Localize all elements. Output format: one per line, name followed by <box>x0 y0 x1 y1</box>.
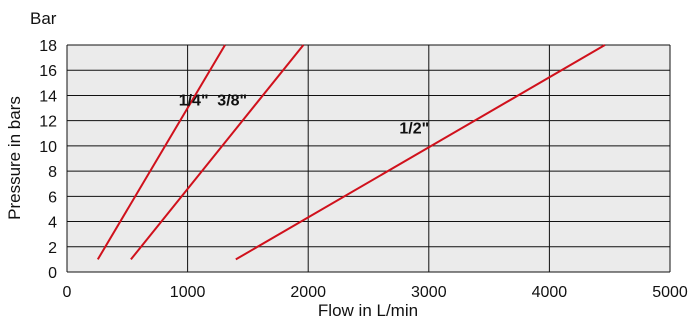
y-tick-label: 16 <box>39 63 57 80</box>
series-line-2 <box>130 44 305 261</box>
y-tick-label: 10 <box>39 139 57 156</box>
y-tick-label: 4 <box>48 215 57 232</box>
x-tick-label: 4000 <box>532 284 568 301</box>
x-tick-label: 2000 <box>290 284 326 301</box>
x-axis-title: Flow in L/min <box>318 301 418 320</box>
y-unit-label: Bar <box>30 9 57 28</box>
x-tick-label: 1000 <box>170 284 206 301</box>
y-tick-label: 14 <box>39 88 57 105</box>
plot-background <box>67 45 670 272</box>
y-tick-label: 18 <box>39 38 57 55</box>
y-tick-label: 12 <box>39 114 57 131</box>
series-label-3: 1/2" <box>399 120 429 137</box>
ticks-layer: 0 2 4 6 8 10 12 14 16 18 0 1000 2000 3000 4000 5000 <box>39 38 688 301</box>
y-axis-title: Pressure in bars <box>5 96 24 220</box>
series-label-2: 3/8" <box>217 93 247 110</box>
series-label-1: 1/4" <box>179 93 209 110</box>
y-tick-label: 0 <box>48 265 57 282</box>
grid-layer <box>66 44 671 273</box>
label-layer: 1/4" 3/8" 1/2" <box>179 93 430 138</box>
x-tick-label: 3000 <box>411 284 447 301</box>
x-tick-label: 5000 <box>652 284 688 301</box>
series-layer <box>96 44 606 261</box>
x-tick-label: 0 <box>63 284 72 301</box>
series-line-3 <box>235 44 606 261</box>
series-line-1 <box>96 44 226 260</box>
y-tick-label: 6 <box>48 189 57 206</box>
y-tick-label: 2 <box>48 240 57 257</box>
y-tick-label: 8 <box>48 164 57 181</box>
